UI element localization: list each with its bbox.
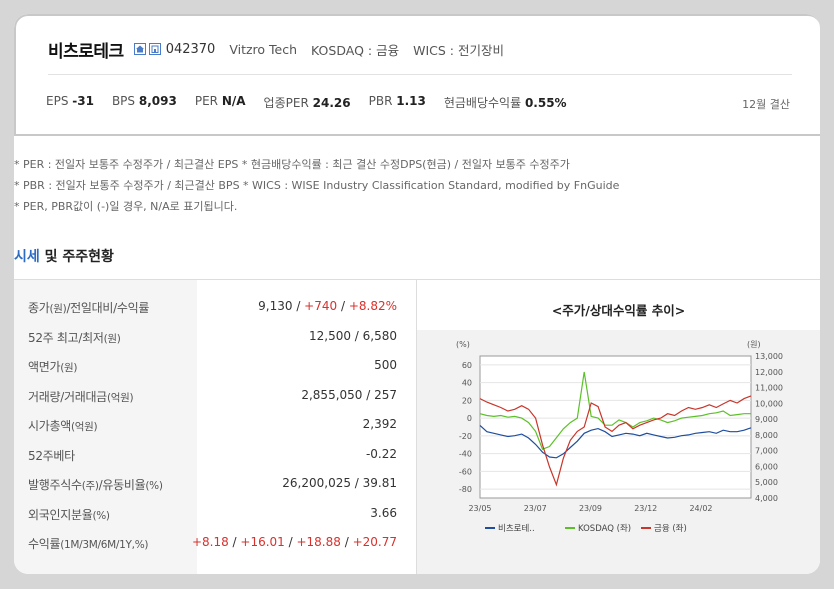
table-row-close-price: 종가(원)/전일대비/수익률 9,130 / +740 / +8.82% [28,299,397,315]
market-data-table: 종가(원)/전일대비/수익률 9,130 / +740 / +8.82% 52주… [14,296,404,562]
footnotes: * PER : 전일자 보통주 수정주가 / 최근결산 EPS * 현금배당수익… [14,154,619,217]
x-tick-label: 23/09 [579,504,602,513]
fiscal-note: 12월 결산 [742,98,790,111]
left-tick-label: -40 [459,450,472,459]
stat-eps: EPS -31 [46,94,94,108]
table-row-returns: 수익률(1M/3M/6M/1Y,%) +8.18 / +16.01 / +18.… [28,535,397,551]
left-tick-label: -20 [459,432,472,441]
right-tick-label: 8,000 [755,431,778,440]
table-row-52w-range: 52주 최고/최저(원) 12,500 / 6,580 [28,328,397,345]
company-snapshot-card: 비츠로테크 042370 Vitzro Tech KOSDAQ : 금융 WIC… [14,14,820,574]
stat-per: PER N/A [194,94,246,108]
chart-title: <주가/상대수익률 추이> [551,303,686,318]
right-axis-unit: (원) [747,340,761,349]
market-data-area: 종가(원)/전일대비/수익률 9,130 / +740 / +8.82% 52주… [14,279,820,574]
table-row-beta: 52주베타 -0.22 [28,446,397,463]
x-tick-label: 23/12 [634,504,657,513]
right-tick-label: 11,000 [755,384,783,393]
price-relative-return-chart: 60 40 20 0 -20 -40 -60 -80 13,000 12,000 11,000 10,… [456,340,783,534]
company-header: 비츠로테크 042370 Vitzro Tech KOSDAQ : 금융 WIC… [14,14,820,136]
table-row-volume: 거래량/거래대금(억원) 2,855,050 / 257 [28,387,397,404]
label-column-bg [14,280,197,574]
title-row: 비츠로테크 042370 Vitzro Tech KOSDAQ : 금융 WIC… [48,38,504,62]
x-tick-label: 23/05 [468,504,491,513]
table-row-shares: 발행주식수(주)/유동비율(%) 26,200,025 / 39.81 [28,476,397,492]
right-tick-label: 6,000 [755,462,778,471]
table-row-foreign-ratio: 외국인지분율(%) 3.66 [28,505,397,522]
left-tick-label: 40 [462,379,472,388]
valuation-stats: EPS -31 BPS 8,093 PER N/A 업종PER 24.26 PB… [46,94,585,111]
left-axis-unit: (%) [456,340,470,349]
home-icon[interactable] [133,43,146,55]
right-tick-label: 5,000 [755,478,778,487]
legend-label: 비츠로테.. [498,524,535,534]
legend-label: KOSDAQ (좌) [578,524,631,534]
wics-label: WICS : 전기장비 [413,42,504,58]
chart-panel: <주가/상대수익률 추이> 60 40 20 0 -20 -40 -60 -80 13,000 1… [417,280,820,574]
left-tick-label: 60 [462,361,472,370]
footnote-line: * PER : 전일자 보통주 수정주가 / 최근결산 EPS * 현금배당수익… [14,158,570,171]
section-title: 시세 및 주주현황 [14,249,114,265]
english-name: Vitzro Tech [229,41,298,57]
stat-industry-per: 업종PER 24.26 [263,96,351,110]
right-tick-label: 12,000 [755,368,783,377]
company-name: 비츠로테크 [48,41,124,62]
x-tick-label: 23/07 [524,504,547,513]
series-line [479,371,751,450]
right-tick-label: 13,000 [755,352,783,361]
legend-label: 금융 (좌) [654,524,687,534]
market-label: KOSDAQ : 금융 [311,42,400,58]
building-icon[interactable] [148,43,161,55]
right-tick-label: 9,000 [755,415,778,424]
series-line [479,424,752,459]
stat-pbr: PBR 1.13 [368,94,426,108]
series-line [479,395,752,487]
right-tick-label: 4,000 [755,494,778,503]
x-tick-label: 24/02 [689,504,712,513]
left-tick-label: 20 [462,396,472,405]
left-tick-label: -60 [459,467,472,476]
plot-area [479,355,752,499]
right-tick-label: 7,000 [755,447,778,456]
footnote-line: * PER, PBR값이 (-)일 경우, N/A로 표기됩니다. [14,200,238,213]
right-tick-label: 10,000 [755,399,783,408]
table-row-par-value: 액면가(원) 500 [28,358,397,374]
table-row-market-cap: 시가총액(억원) 2,392 [28,417,397,433]
left-tick-label: -80 [459,485,472,494]
column-separator [416,280,417,574]
header-divider [48,74,792,75]
stock-code: 042370 [165,41,216,57]
footnote-line: * PBR : 전일자 보통주 수정주가 / 최근결산 BPS * WICS :… [14,179,620,192]
stat-bps: BPS 8,093 [111,94,177,108]
stat-dividend-yield: 현금배당수익률 0.55% [443,96,567,110]
left-tick-label: 0 [467,414,472,423]
